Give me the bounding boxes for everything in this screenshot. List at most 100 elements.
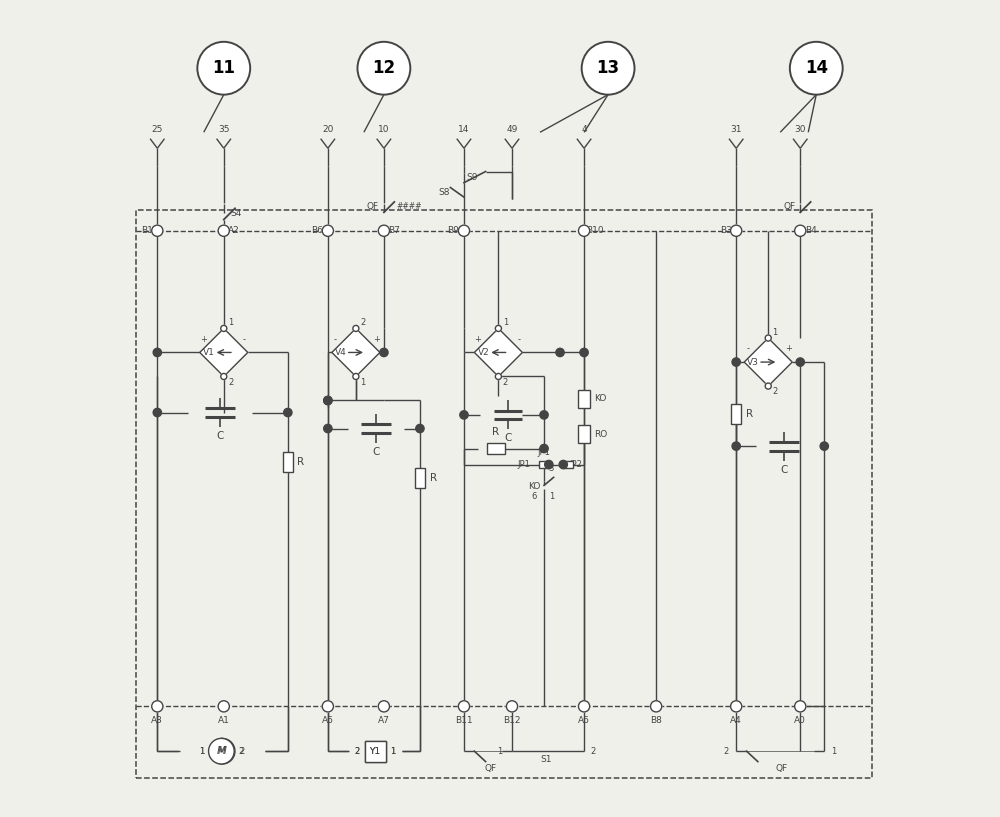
Circle shape [495, 325, 501, 332]
Text: ####: #### [397, 203, 422, 212]
Text: +: + [475, 335, 481, 344]
Text: 10: 10 [378, 125, 390, 134]
Text: B4: B4 [805, 226, 817, 235]
Text: S1: S1 [541, 755, 552, 764]
Text: C: C [781, 465, 788, 475]
Text: A0: A0 [794, 716, 806, 725]
Text: B11: B11 [455, 716, 473, 725]
Circle shape [209, 739, 235, 764]
Text: 1: 1 [360, 377, 365, 386]
Text: 14: 14 [805, 59, 828, 78]
Bar [487, 443, 505, 454]
Text: Y1: Y1 [370, 747, 381, 756]
Polygon shape [200, 328, 248, 377]
Circle shape [458, 225, 470, 236]
Text: -: - [517, 335, 520, 344]
Circle shape [795, 225, 806, 236]
Circle shape [322, 225, 333, 236]
Circle shape [353, 373, 359, 380]
Text: M: M [218, 746, 227, 757]
Text: 35: 35 [218, 125, 230, 134]
Bar [539, 461, 549, 468]
Text: 2: 2 [355, 747, 360, 756]
Text: 2: 2 [240, 747, 245, 756]
Text: B6: B6 [312, 226, 323, 235]
Text: R: R [492, 426, 500, 436]
Text: 2: 2 [724, 747, 729, 756]
Bar [578, 426, 590, 443]
Circle shape [732, 358, 740, 366]
Bar [578, 390, 590, 408]
Text: 1: 1 [503, 319, 508, 328]
Text: R: R [297, 458, 305, 467]
Text: 2: 2 [590, 747, 596, 756]
Circle shape [378, 701, 390, 712]
Text: 2: 2 [355, 747, 360, 756]
Bar [365, 741, 386, 761]
Bar [365, 741, 386, 761]
Text: 1: 1 [390, 747, 395, 756]
Circle shape [221, 325, 227, 332]
Circle shape [820, 442, 828, 450]
Text: 1: 1 [773, 328, 778, 337]
Circle shape [580, 348, 588, 356]
Text: JP2: JP2 [570, 460, 583, 469]
Text: V2: V2 [478, 348, 489, 357]
Text: 2: 2 [503, 377, 508, 386]
Bar [283, 452, 293, 472]
Circle shape [153, 408, 161, 417]
Text: -: - [746, 344, 749, 353]
Text: A1: A1 [218, 716, 230, 725]
Circle shape [506, 701, 518, 712]
Polygon shape [744, 338, 792, 386]
Text: 13: 13 [597, 59, 620, 78]
Circle shape [540, 411, 548, 419]
Text: V1: V1 [203, 348, 215, 357]
Text: M: M [217, 746, 226, 757]
Circle shape [765, 335, 771, 341]
Circle shape [545, 461, 553, 469]
Circle shape [559, 461, 567, 469]
Circle shape [378, 225, 390, 236]
Circle shape [732, 442, 740, 450]
Circle shape [357, 42, 410, 95]
Circle shape [284, 408, 292, 417]
Circle shape [796, 358, 804, 366]
Text: 1: 1 [497, 747, 502, 756]
Text: 1: 1 [200, 747, 205, 756]
Circle shape [458, 701, 470, 712]
Circle shape [324, 396, 332, 404]
Circle shape [209, 739, 234, 764]
Text: 3: 3 [548, 464, 553, 473]
Text: 1: 1 [390, 747, 395, 756]
Text: B9: B9 [448, 226, 459, 235]
Text: 1: 1 [549, 492, 555, 501]
Text: A6: A6 [578, 716, 590, 725]
Text: 11: 11 [212, 59, 235, 78]
Text: V4: V4 [335, 348, 347, 357]
Circle shape [795, 701, 806, 712]
Circle shape [731, 701, 742, 712]
Circle shape [221, 373, 227, 380]
Text: R: R [430, 473, 437, 483]
Text: C: C [216, 431, 223, 441]
Circle shape [460, 411, 468, 419]
Bar [563, 461, 573, 468]
Text: R: R [746, 409, 753, 419]
Text: 4: 4 [581, 125, 587, 134]
Text: B12: B12 [503, 716, 521, 725]
Text: +: + [200, 335, 207, 344]
Text: JP1: JP1 [538, 448, 550, 457]
Text: KO: KO [594, 395, 606, 404]
Text: 6: 6 [532, 492, 537, 501]
Polygon shape [474, 328, 522, 377]
Text: RO: RO [594, 430, 607, 439]
Circle shape [765, 383, 771, 389]
Text: 2: 2 [773, 387, 778, 396]
Text: +: + [785, 344, 792, 353]
Text: A3: A3 [151, 716, 163, 725]
Circle shape [152, 701, 163, 712]
Circle shape [790, 42, 843, 95]
Text: -: - [334, 335, 337, 344]
Text: C: C [372, 447, 380, 457]
